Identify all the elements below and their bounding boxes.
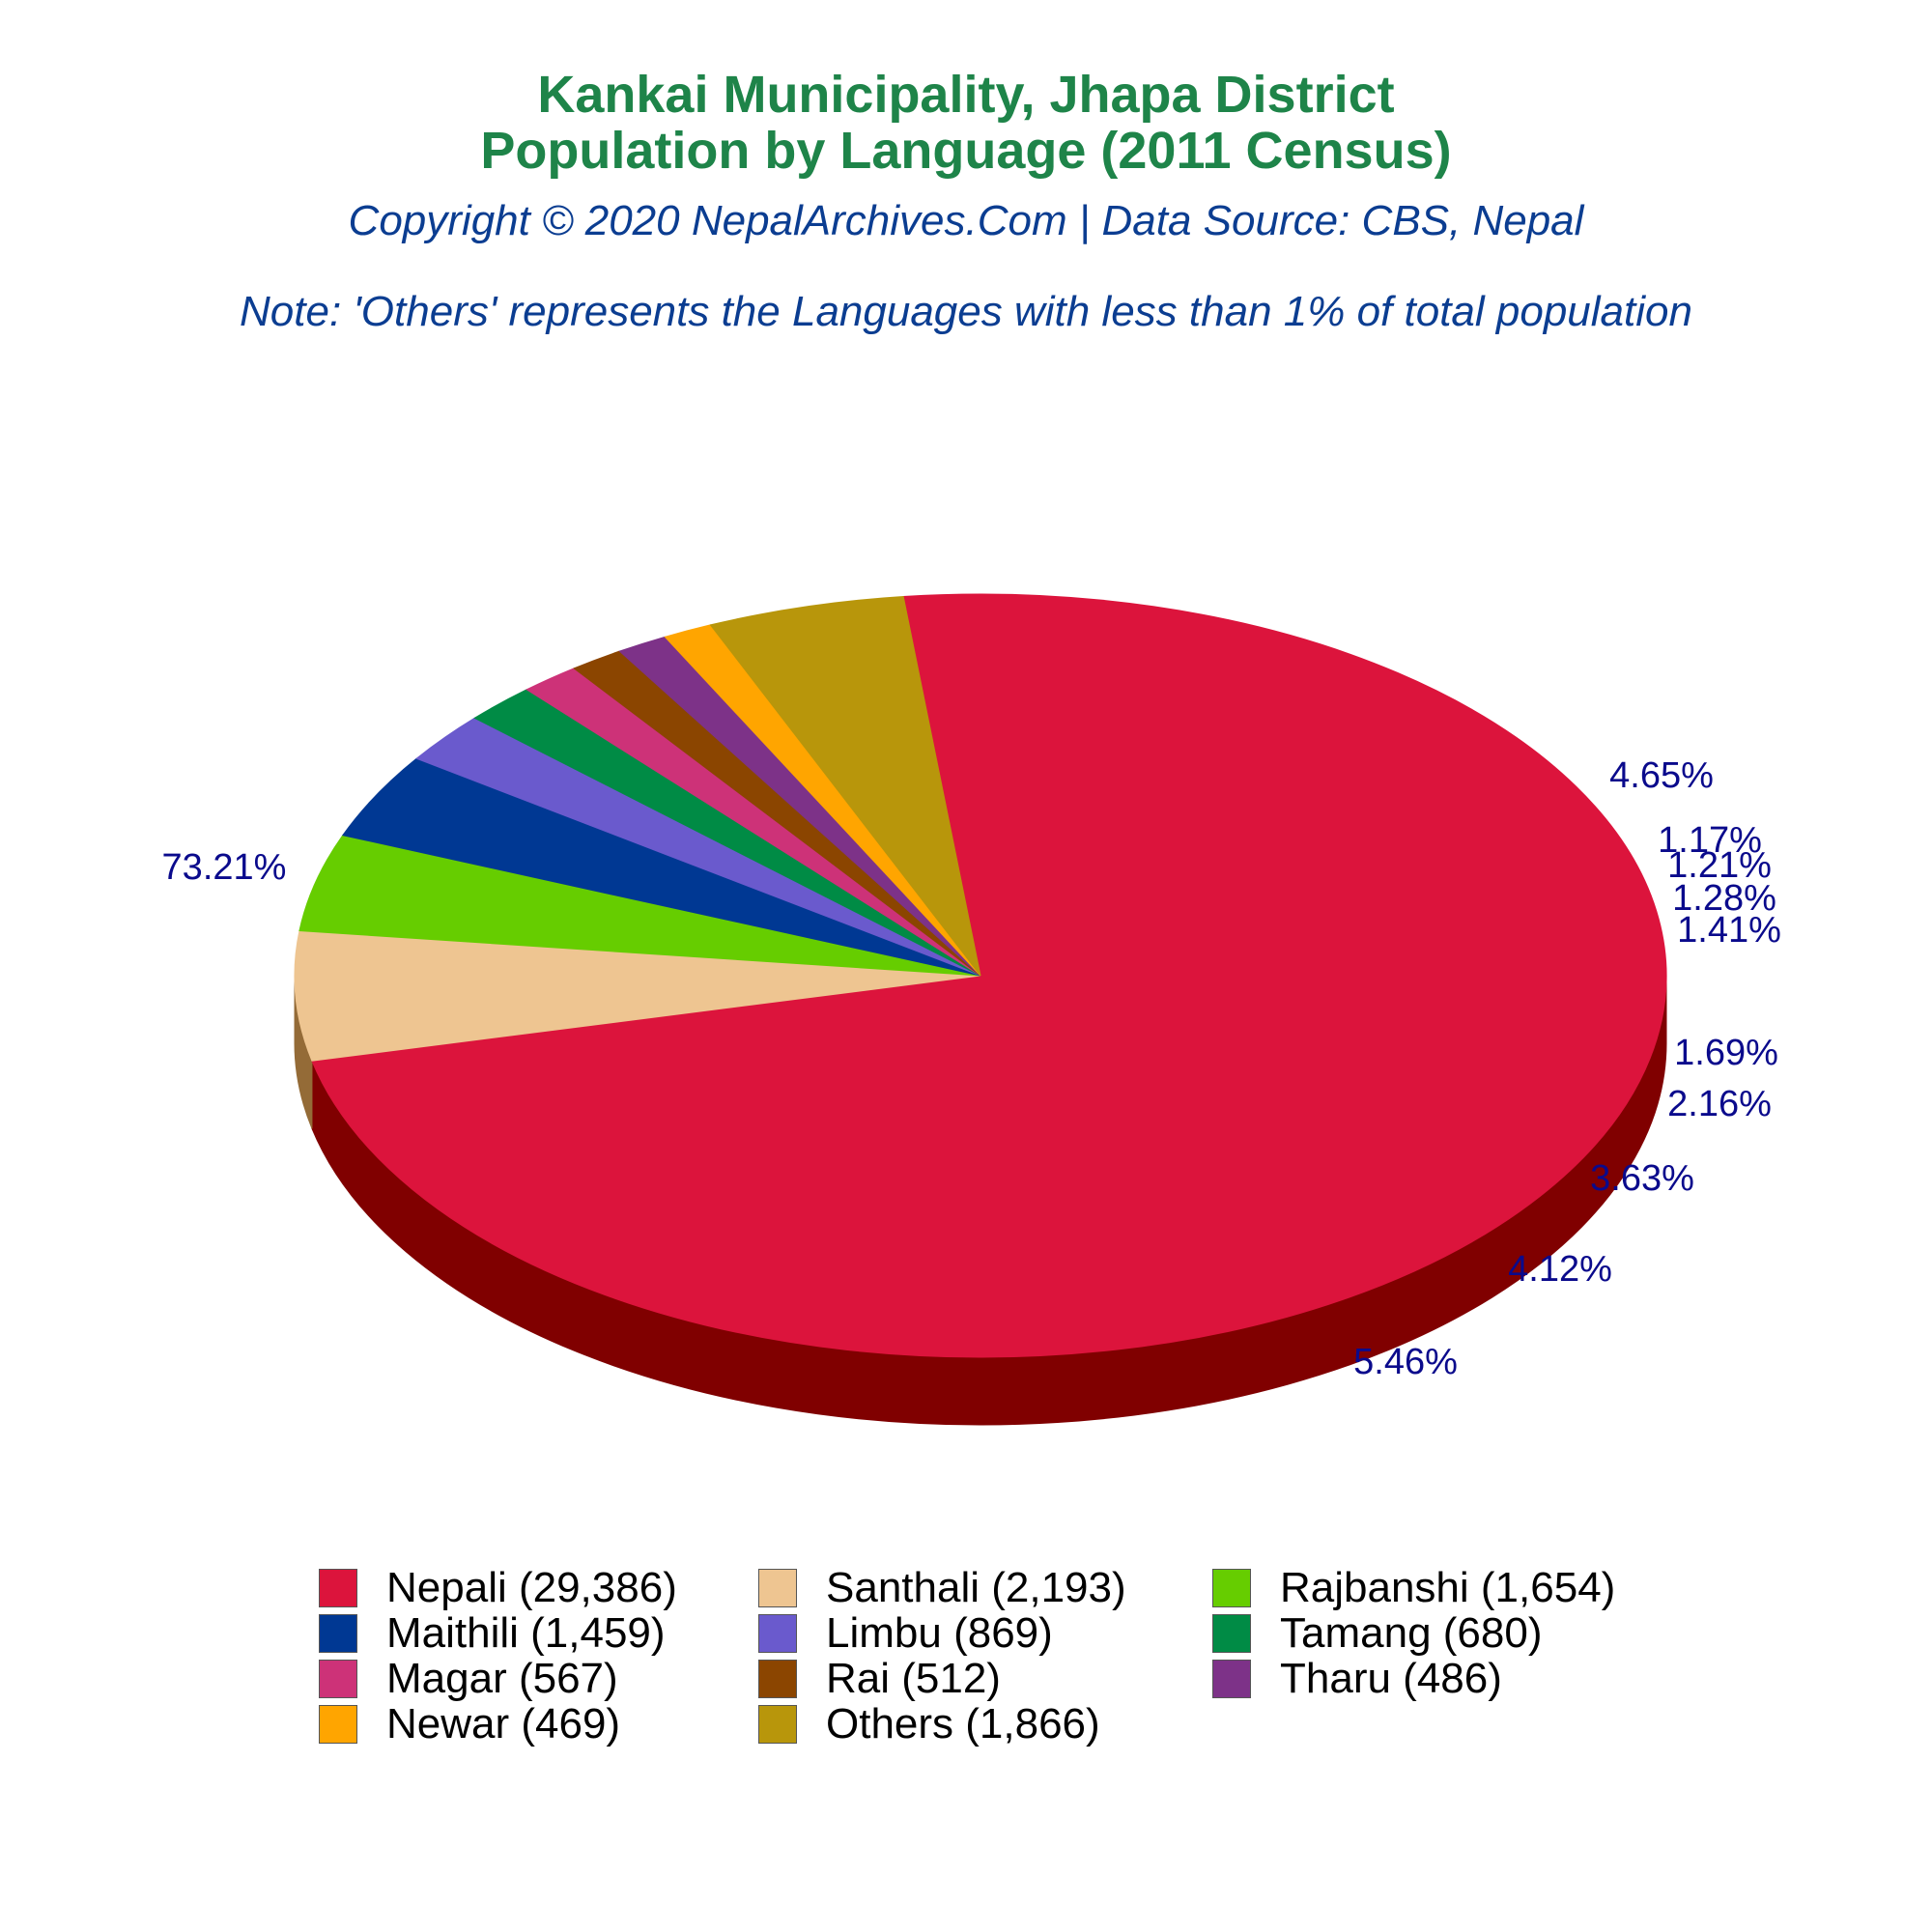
pie-slice-santhali (294, 929, 981, 1062)
legend-row: Maithili (1,459) Limbu (869) Tamang (680… (319, 1608, 1768, 1657)
legend-label-rai: Rai (512) (826, 1654, 1001, 1702)
pie-label-newar: 1.17% (1658, 820, 1762, 861)
legend-swatch-magar (319, 1659, 357, 1698)
legend-swatch-limbu (758, 1613, 797, 1653)
legend-item-rai: Rai (512) (758, 1654, 1001, 1702)
legend-swatch-tharu (1212, 1659, 1251, 1698)
pie-label-others: 4.65% (1609, 755, 1714, 796)
legend-swatch-rai (758, 1659, 797, 1698)
pie-slice-others (709, 595, 981, 977)
legend-swatch-maithili (319, 1613, 357, 1653)
legend-item-tharu: Tharu (486) (1212, 1654, 1502, 1702)
pie-label-limbu: 2.16% (1667, 1084, 1772, 1124)
legend-item-magar: Magar (567) (319, 1654, 618, 1702)
pie-label-rajbanshi: 4.12% (1508, 1249, 1612, 1290)
legend-label-newar: Newar (469) (386, 1699, 621, 1747)
legend-swatch-santhali (758, 1568, 797, 1607)
legend-item-newar: Newar (469) (319, 1699, 621, 1747)
pie-slice-nepali (311, 593, 1667, 1358)
legend-label-tharu: Tharu (486) (1280, 1654, 1502, 1702)
legend-item-maithili: Maithili (1,459) (319, 1608, 666, 1657)
pie-label-tamang: 1.69% (1674, 1033, 1778, 1073)
legend-swatch-tamang (1212, 1613, 1251, 1653)
pie-label-rai: 1.28% (1672, 878, 1776, 919)
pie-label-maithili: 3.63% (1590, 1158, 1694, 1199)
legend-label-santhali: Santhali (2,193) (826, 1563, 1126, 1611)
chart-title-line2: Population by Language (2011 Census) (480, 122, 1452, 180)
legend-item-limbu: Limbu (869) (758, 1608, 1053, 1657)
pie-label-santhali: 5.46% (1353, 1342, 1458, 1382)
legend-label-nepali: Nepali (29,386) (386, 1563, 677, 1611)
copyright-text: Copyright © 2020 NepalArchives.Com | Dat… (348, 197, 1584, 244)
pie-label-tharu: 1.21% (1667, 845, 1772, 886)
pie-label-nepali: 73.21% (162, 847, 287, 888)
chart-title-line1: Kankai Municipality, Jhapa District (537, 66, 1395, 124)
pie-slice-rajbanshi (298, 835, 981, 977)
pie-slices (294, 593, 1667, 1358)
legend-label-maithili: Maithili (1,459) (386, 1608, 666, 1657)
legend-label-limbu: Limbu (869) (826, 1608, 1053, 1657)
pie-label-magar: 1.41% (1677, 910, 1781, 951)
pie-percent-labels: 73.21% 5.46% 4.12% 3.63% 2.16% 1.69% 1.41%1.28… (162, 755, 1781, 1382)
legend-row: Newar (469) Others (1,866) (319, 1699, 1768, 1747)
legend-item-santhali: Santhali (2,193) (758, 1563, 1126, 1611)
legend-item-nepali: Nepali (29,386) (319, 1563, 677, 1611)
legend-item-rajbanshi: Rajbanshi (1,654) (1212, 1563, 1616, 1611)
legend-swatch-others (758, 1704, 797, 1744)
note-text: Note: 'Others' represents the Languages … (240, 288, 1692, 335)
legend-label-rajbanshi: Rajbanshi (1,654) (1280, 1563, 1616, 1611)
legend-row: Nepali (29,386) Santhali (2,193) Rajbans… (319, 1563, 1768, 1611)
legend-label-tamang: Tamang (680) (1280, 1608, 1543, 1657)
legend: Nepali (29,386) Santhali (2,193) Rajbans… (319, 1563, 1768, 1747)
legend-item-others: Others (1,866) (758, 1699, 1100, 1747)
legend-swatch-newar (319, 1704, 357, 1744)
legend-swatch-nepali (319, 1568, 357, 1607)
legend-swatch-rajbanshi (1212, 1568, 1251, 1607)
legend-item-tamang: Tamang (680) (1212, 1608, 1543, 1657)
legend-row: Magar (567) Rai (512) Tharu (486) (319, 1654, 1768, 1702)
legend-label-others: Others (1,866) (826, 1699, 1100, 1747)
legend-label-magar: Magar (567) (386, 1654, 618, 1702)
